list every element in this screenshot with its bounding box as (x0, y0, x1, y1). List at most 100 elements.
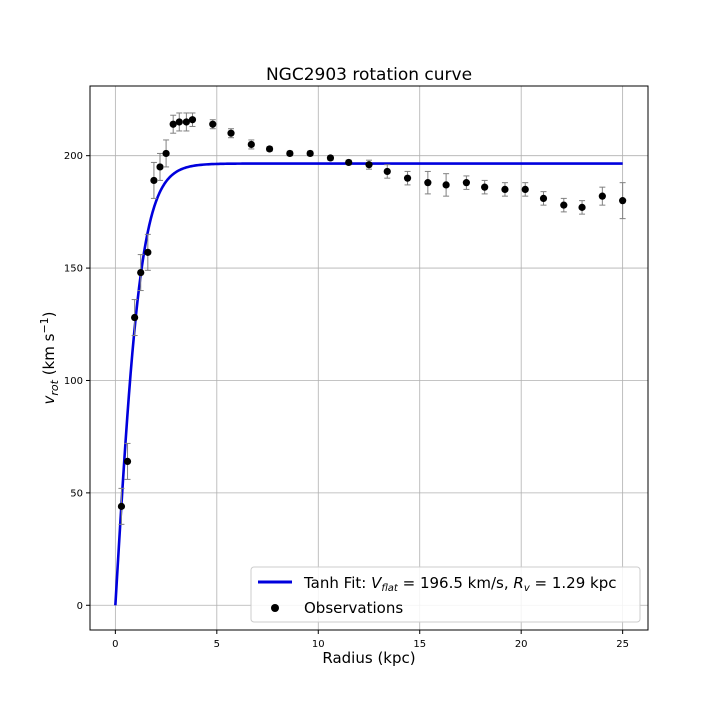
y-tick-label: 200 (64, 151, 83, 162)
observation-marker (619, 197, 627, 205)
y-label-superscript: −1 (38, 317, 51, 333)
observation-marker (345, 158, 353, 167)
observation-point (326, 154, 335, 162)
y-tick-label: 150 (64, 264, 83, 275)
observation-point (137, 254, 145, 292)
observation-point (578, 200, 586, 215)
observation-point (539, 191, 548, 206)
x-tick-label: 25 (616, 639, 629, 650)
observation-point (182, 112, 190, 132)
observation-point (227, 128, 235, 139)
y-label-symbol: v (40, 395, 58, 405)
observation-marker (481, 183, 489, 191)
observation-marker (209, 120, 217, 128)
observation-marker (306, 149, 314, 158)
observation-marker (424, 179, 432, 187)
observation-marker (131, 313, 139, 322)
observation-point (247, 139, 255, 150)
observation-marker (227, 129, 235, 137)
chart-title: NGC2903 rotation curve (266, 65, 472, 85)
plot-frame (89, 85, 649, 631)
x-tick-label: 5 (214, 639, 220, 650)
observation-marker (169, 120, 177, 128)
x-axis-label: Radius (kpc) (322, 649, 415, 667)
x-tick-label: 20 (515, 639, 528, 650)
y-tick-label: 0 (77, 601, 83, 612)
observation-point (131, 299, 139, 337)
observation-point (150, 161, 158, 199)
observation-point (306, 149, 314, 158)
legend-fit-lead: Tanh Fit: (303, 574, 371, 592)
observation-marker (501, 185, 509, 194)
legend-box (250, 566, 641, 623)
observation-marker (150, 176, 158, 185)
observation-point (462, 175, 470, 190)
observations-layer (117, 112, 627, 525)
observation-point (156, 152, 164, 181)
observation-marker (539, 194, 548, 202)
y-label-subscript: rot (48, 379, 61, 395)
observation-marker (144, 248, 152, 256)
y-axis-label: vrot (km s−1) (38, 311, 61, 404)
observation-marker (462, 179, 470, 187)
observation-point (265, 145, 274, 153)
observation-point (521, 182, 529, 197)
observation-point (383, 164, 391, 179)
observation-point (188, 112, 197, 127)
legend-fit-rv-value: = 1.29 kpc (530, 574, 617, 592)
legend-fit-vflat-subscript: flat (381, 583, 399, 594)
observation-point (560, 197, 568, 213)
y-tick-label: 100 (64, 376, 83, 387)
observation-point (442, 173, 450, 197)
legend-fit-label: Tanh Fit: Vflat = 196.5 km/s, Rv = 1.29 … (303, 574, 616, 594)
observation-point (209, 119, 217, 130)
observation-marker (578, 203, 586, 211)
legend: Tanh Fit: Vflat = 196.5 km/s, Rv = 1.29 … (250, 566, 641, 623)
observation-marker (521, 185, 529, 194)
observation-point (481, 179, 489, 195)
observation-point (117, 487, 126, 525)
observation-marker (365, 161, 373, 169)
observation-marker (117, 502, 126, 510)
legend-fit-vflat-value: = 196.5 km/s, (398, 574, 514, 592)
observation-marker (137, 268, 145, 277)
y-tick-label: 50 (70, 488, 83, 499)
observation-point (123, 442, 132, 480)
observation-marker (247, 140, 255, 149)
observation-marker (326, 154, 335, 162)
observation-point (598, 186, 606, 206)
observation-marker (265, 145, 274, 153)
observation-point (345, 158, 353, 167)
x-tick-label: 15 (413, 639, 426, 650)
observation-marker (286, 149, 294, 158)
grid (90, 86, 648, 630)
observation-point (286, 149, 294, 158)
observation-marker (162, 149, 170, 158)
observation-marker (598, 192, 606, 200)
legend-fit-vflat-symbol: V (371, 574, 383, 592)
observation-point (175, 112, 183, 132)
observation-point (365, 159, 373, 170)
observation-marker (383, 167, 391, 176)
y-label-unit-open: (km s (40, 333, 58, 380)
observation-point (162, 139, 170, 168)
observation-point (619, 182, 627, 220)
observation-marker (175, 118, 183, 126)
legend-fit-rv-subscript: v (524, 583, 531, 594)
x-tick-label: 10 (312, 639, 325, 650)
observation-marker (123, 457, 132, 466)
observation-point (144, 233, 152, 271)
y-label-unit-close: ) (40, 311, 58, 317)
observation-point (403, 170, 412, 186)
legend-observations-label: Observations (304, 599, 403, 617)
observation-marker (182, 118, 190, 126)
x-tick-label: 0 (112, 639, 118, 650)
y-axis-ticks: 0 50 100 150 200 (64, 151, 90, 612)
observation-marker (442, 181, 450, 189)
observation-marker (560, 201, 568, 209)
legend-fit-rv-symbol: R (513, 574, 523, 592)
observation-marker (156, 163, 164, 171)
observation-marker (403, 174, 412, 182)
observation-point (501, 182, 509, 197)
